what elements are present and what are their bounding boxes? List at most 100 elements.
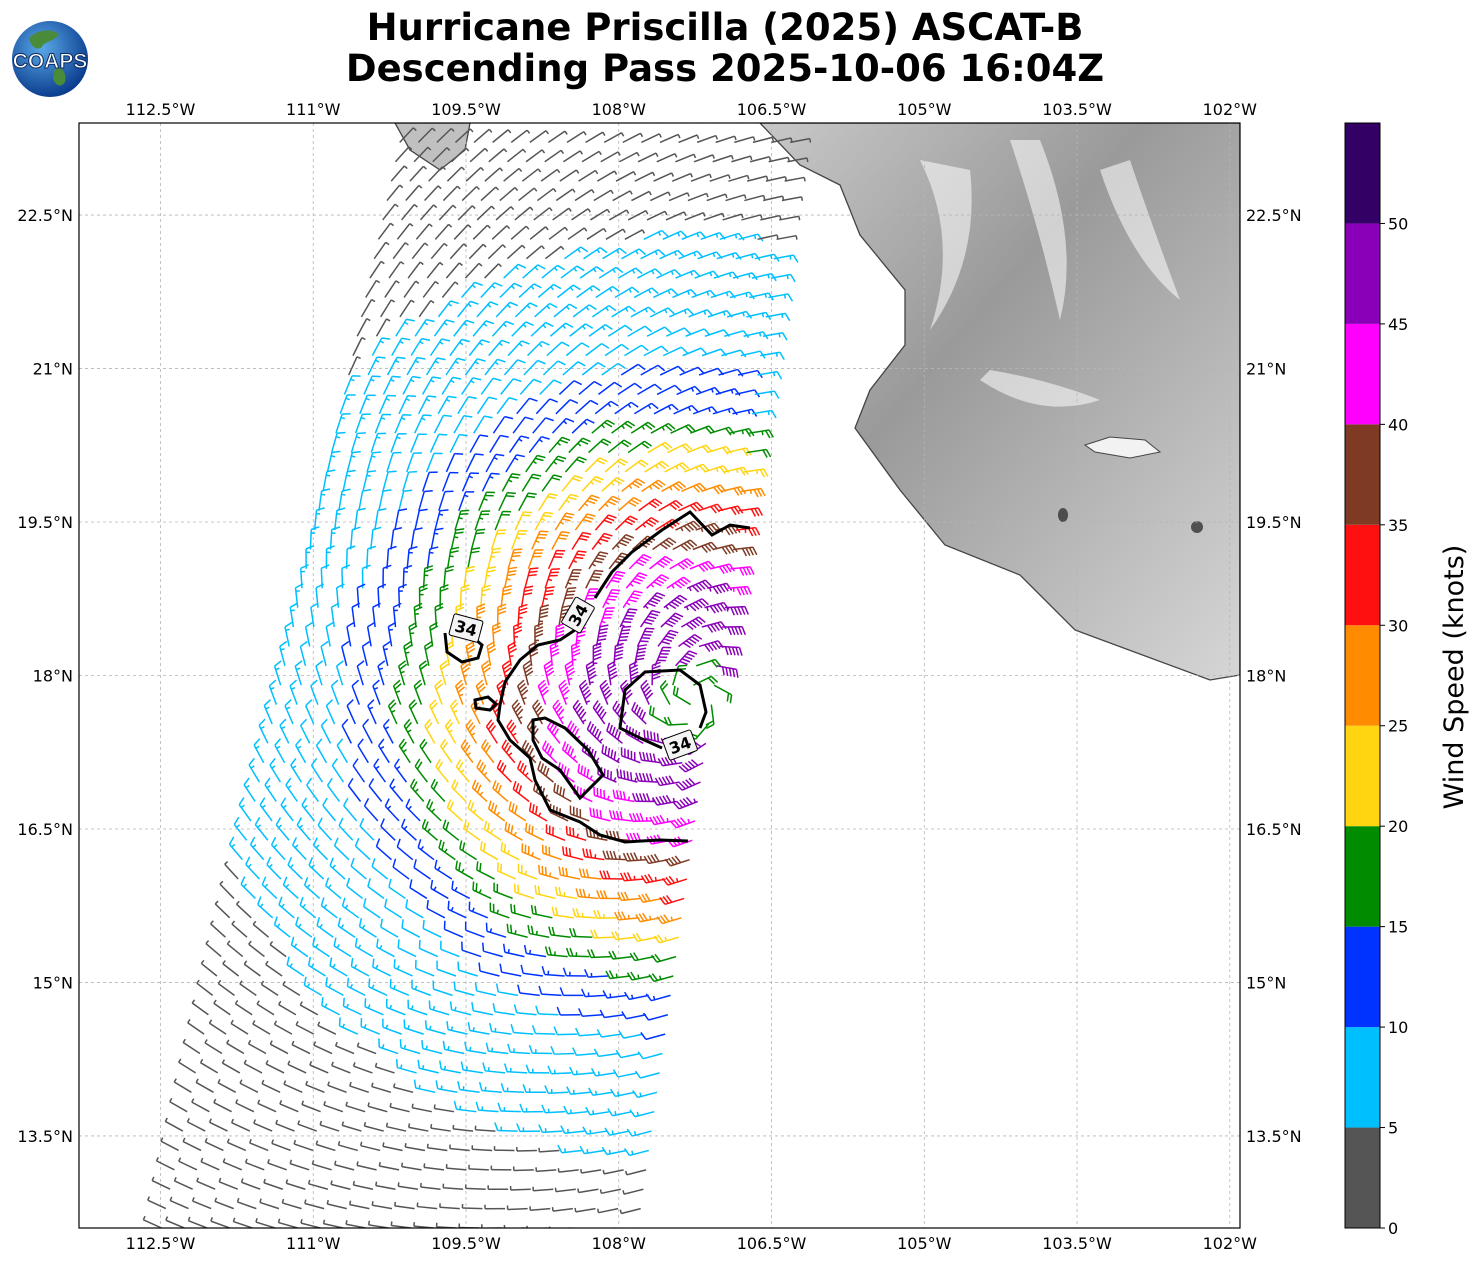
wind-barb [301,1100,321,1113]
wind-barb [449,699,460,725]
wind-barb [414,414,432,434]
wind-barb [544,149,565,163]
wind-barb [620,363,646,376]
wind-barb [569,323,594,337]
wind-barb [612,1069,638,1078]
wind-barbs-layer [142,123,814,1228]
wind-barb [553,303,578,318]
wind-barb [578,380,603,395]
wind-barb [400,1162,422,1171]
wind-barb [380,818,396,841]
wind-barb [341,718,353,744]
wind-barb [535,1005,559,1016]
wind-barb [208,1019,227,1035]
wind-barb [204,1039,223,1055]
wind-barb [393,959,413,977]
wind-barb [403,280,420,298]
wind-barb [561,587,577,608]
wind-barb [356,317,371,337]
wind-barb [271,1139,291,1152]
wind-barb [776,234,798,241]
wind-barb [364,998,384,1016]
wind-barb [226,1039,245,1055]
wind-barb [354,507,366,531]
wind-barb [306,777,319,802]
wind-barb [635,912,661,923]
wind-barb [499,963,522,977]
wind-barb [485,453,505,473]
wind-barb [587,949,612,959]
wind-barb [527,925,550,938]
lon-tick-bottom: 112.5°W [126,1234,196,1253]
wind-barb [559,987,584,997]
wind-barb [482,942,503,958]
wind-barb [472,320,495,337]
wind-barb [495,206,515,221]
wind-barb [516,1123,540,1133]
wind-barb [504,821,523,841]
wind-barb [746,448,772,458]
wind-barb [770,273,796,283]
wind-barb [611,305,636,318]
wind-barb [483,566,497,589]
wind-barb [313,1041,333,1055]
wind-barb [695,658,722,668]
wind-barb [333,937,352,958]
wind-barb [649,555,673,570]
wind-barb [388,261,405,279]
wind-barb [442,1183,464,1190]
wind-barb [403,718,415,744]
wind-barb [640,679,654,705]
wind-barb [661,481,687,492]
wind-barb [512,780,530,803]
wind-barb [582,848,605,861]
wind-barb [235,900,252,919]
wind-barb [622,590,643,609]
wind-barb [522,660,534,686]
wind-barb [362,898,381,919]
wind-barb [362,470,377,492]
wind-barb [305,1080,325,1093]
wind-barb [535,398,558,415]
wind-barb [548,130,568,144]
wind-barb [653,403,679,415]
wind-barb [612,190,633,202]
wind-barb [260,980,279,996]
wind-barb [618,1030,644,1039]
wind-barb [187,1019,205,1035]
wind-barb [590,929,614,939]
wind-barb [534,302,558,318]
wind-barb [451,880,471,900]
wind-barb [548,436,571,454]
wind-barb [730,566,755,576]
wind-barb [630,306,656,318]
colorbar-bin [1345,725,1380,827]
wind-barb [628,660,639,686]
wind-barb [718,505,744,516]
wind-barb [768,293,794,302]
wind-barb [234,999,253,1016]
wind-barb [453,224,472,240]
wind-barb [604,458,629,473]
wind-barb [663,716,688,726]
wind-barb [299,896,317,919]
wind-barb [558,493,579,512]
wind-barb [556,284,581,299]
wind-barb [478,962,500,977]
wind-barb [635,517,659,531]
lon-tick-top: 109.5°W [431,100,501,119]
wind-barb [424,1020,446,1035]
wind-barb [449,1144,470,1152]
wind-barb [438,490,454,511]
wind-barb [649,307,675,318]
lat-tick-right: 16.5°N [1246,820,1302,839]
wind-barb [611,420,636,434]
wind-barb [757,370,783,380]
wind-barb [407,999,428,1016]
wind-barb [395,1058,417,1074]
wind-barb [439,1060,461,1074]
wind-barb [443,920,464,938]
wind-barb [734,136,756,144]
wind-barb [204,1138,224,1152]
wind-barb [615,1049,641,1059]
